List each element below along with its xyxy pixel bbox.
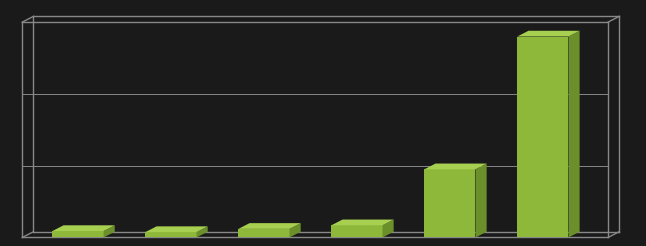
Polygon shape [145,232,196,237]
Polygon shape [331,219,393,225]
Polygon shape [289,223,300,237]
Polygon shape [238,223,300,229]
Polygon shape [424,164,486,169]
Polygon shape [145,226,208,232]
Polygon shape [238,229,289,237]
Polygon shape [382,219,393,237]
Polygon shape [52,231,103,237]
Polygon shape [517,36,568,237]
Polygon shape [331,225,382,237]
Polygon shape [424,169,475,237]
Polygon shape [568,31,579,237]
Polygon shape [52,225,115,231]
Polygon shape [103,225,115,237]
Polygon shape [517,31,579,36]
Polygon shape [196,226,208,237]
Polygon shape [475,164,486,237]
